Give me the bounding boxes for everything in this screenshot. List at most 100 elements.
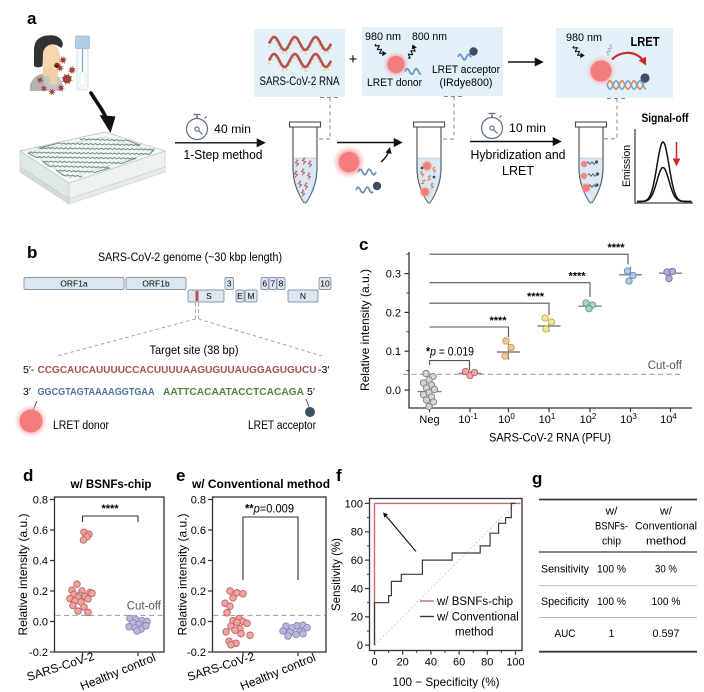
- svg-text:10: 10: [320, 279, 330, 289]
- svg-text:w/: w/: [604, 506, 618, 518]
- svg-text:CCGCAUCAUUUUCCACUUUUAAGUGUUAUG: CCGCAUCAUUUUCCACUUUUAAGUGUUAUGGAGUGUCU: [38, 365, 317, 376]
- svg-text:0.4: 0.4: [191, 555, 206, 567]
- svg-text:103: 103: [620, 412, 637, 426]
- svg-text:method: method: [646, 536, 686, 548]
- svg-text:0.6: 0.6: [191, 525, 206, 537]
- svg-text:b: b: [27, 243, 37, 262]
- svg-text:8: 8: [279, 279, 284, 289]
- svg-text:LRET donor: LRET donor: [367, 77, 422, 89]
- svg-text:a: a: [27, 9, 37, 28]
- svg-text:0.1: 0.1: [386, 346, 401, 358]
- svg-text:****: ****: [607, 242, 625, 254]
- svg-text:100 %: 100 %: [597, 596, 626, 608]
- svg-text:*p = 0.019: *p = 0.019: [426, 347, 474, 359]
- svg-text:3: 3: [227, 279, 232, 289]
- svg-text:0.597: 0.597: [653, 628, 680, 640]
- svg-text:c: c: [359, 235, 368, 254]
- svg-text:1-Step method: 1-Step method: [184, 148, 263, 162]
- svg-text:Cut-off: Cut-off: [127, 601, 162, 613]
- svg-text:7: 7: [270, 279, 275, 289]
- svg-text:-3′: -3′: [318, 364, 329, 376]
- svg-text:(IRdye800): (IRdye800): [440, 77, 493, 89]
- svg-text:5′: 5′: [307, 386, 315, 398]
- svg-text:N: N: [300, 291, 306, 301]
- svg-text:80: 80: [481, 657, 493, 669]
- svg-text:3′: 3′: [23, 386, 31, 398]
- svg-text:ORF1a: ORF1a: [60, 279, 88, 289]
- svg-text:10 min: 10 min: [509, 121, 546, 135]
- svg-text:101: 101: [539, 412, 556, 426]
- svg-text:40 min: 40 min: [214, 122, 251, 136]
- svg-text:800 nm: 800 nm: [412, 31, 447, 43]
- svg-text:0.0: 0.0: [33, 616, 48, 628]
- svg-text:100 %: 100 %: [597, 564, 626, 576]
- svg-text:Target site (38 bp): Target site (38 bp): [150, 345, 239, 357]
- svg-text:100 %: 100 %: [652, 596, 681, 608]
- svg-text:0: 0: [357, 640, 363, 652]
- svg-text:Specificity: Specificity: [541, 596, 589, 608]
- svg-text:LRET: LRET: [502, 164, 534, 178]
- svg-text:0.2: 0.2: [386, 307, 401, 319]
- svg-text:AATTCACAATACCTCACAGA: AATTCACAATACCTCACAGA: [163, 387, 304, 398]
- svg-text:0.8: 0.8: [33, 494, 48, 506]
- svg-text:-0.2: -0.2: [29, 647, 48, 659]
- svg-text:method: method: [455, 627, 493, 639]
- svg-text:Conventional: Conventional: [635, 521, 697, 533]
- svg-text:-0.2: -0.2: [187, 647, 206, 659]
- svg-text:0.6: 0.6: [33, 525, 48, 537]
- svg-text:0.3: 0.3: [386, 269, 401, 281]
- svg-text:0.0: 0.0: [386, 385, 401, 397]
- svg-text:AUC: AUC: [555, 628, 576, 640]
- svg-text:980 nm: 980 nm: [365, 31, 401, 43]
- svg-text:100: 100: [345, 498, 363, 510]
- svg-text:Emission: Emission: [621, 145, 633, 187]
- svg-text:SARS-CoV-2 RNA: SARS-CoV-2 RNA: [260, 76, 340, 88]
- svg-text:980 nm: 980 nm: [566, 32, 602, 44]
- svg-text:30 %: 30 %: [655, 564, 677, 576]
- svg-text:60: 60: [453, 657, 465, 669]
- svg-text:20: 20: [397, 657, 409, 669]
- svg-text:10-1: 10-1: [458, 412, 478, 426]
- svg-text:E: E: [237, 291, 243, 301]
- svg-text:w/: w/: [659, 506, 673, 518]
- svg-text:Sensitivity: Sensitivity: [541, 564, 589, 576]
- svg-text:0.0: 0.0: [191, 616, 206, 628]
- svg-text:Relative intensity (a.u.): Relative intensity (a.u.): [16, 513, 30, 635]
- svg-text:****: ****: [101, 503, 119, 515]
- svg-text:102: 102: [580, 412, 597, 426]
- svg-text:Cut-off: Cut-off: [648, 360, 683, 372]
- svg-text:chip: chip: [602, 536, 621, 548]
- svg-text:80: 80: [351, 527, 363, 539]
- svg-text:BSNFs-: BSNFs-: [595, 521, 628, 533]
- svg-text:20: 20: [351, 612, 363, 624]
- svg-text:****: ****: [489, 315, 507, 327]
- svg-text:Sensitivity (%): Sensitivity (%): [329, 538, 343, 611]
- svg-text:d: d: [23, 466, 33, 485]
- svg-text:w/ BSNFs-chip: w/ BSNFs-chip: [436, 596, 513, 608]
- svg-text:60: 60: [351, 555, 363, 567]
- svg-text:M: M: [247, 291, 254, 301]
- svg-text:GGCGTAGTAAAAGGTGAA: GGCGTAGTAAAAGGTGAA: [38, 387, 155, 398]
- svg-text:LRET: LRET: [631, 35, 660, 49]
- svg-text:40: 40: [425, 657, 437, 669]
- svg-text:40: 40: [351, 583, 363, 595]
- svg-text:w/ Conventional method: w/ Conventional method: [191, 477, 330, 491]
- svg-text:104: 104: [660, 412, 677, 426]
- svg-text:Signal-off: Signal-off: [642, 113, 689, 125]
- svg-text:****: ****: [568, 271, 586, 283]
- svg-text:**p=0.009: **p=0.009: [245, 504, 294, 516]
- svg-text:SARS-CoV-2 genome (~30 kbp len: SARS-CoV-2 genome (~30 kbp length): [98, 252, 282, 264]
- svg-text:S: S: [206, 291, 212, 301]
- svg-text:f: f: [336, 466, 342, 485]
- svg-text:w/ BSNFs-chip: w/ BSNFs-chip: [70, 477, 152, 491]
- svg-text:0.8: 0.8: [191, 494, 206, 506]
- svg-text:****: ****: [527, 291, 545, 303]
- svg-text:5′-: 5′-: [23, 364, 35, 376]
- svg-text:SARS-CoV-2 RNA (PFU): SARS-CoV-2 RNA (PFU): [489, 431, 611, 445]
- svg-text:6: 6: [262, 279, 267, 289]
- svg-text:100: 100: [498, 412, 515, 426]
- svg-text:Neg: Neg: [419, 414, 439, 426]
- svg-text:100: 100: [506, 657, 524, 669]
- svg-text:LRET donor: LRET donor: [53, 420, 109, 432]
- svg-text:ORF1b: ORF1b: [142, 279, 170, 289]
